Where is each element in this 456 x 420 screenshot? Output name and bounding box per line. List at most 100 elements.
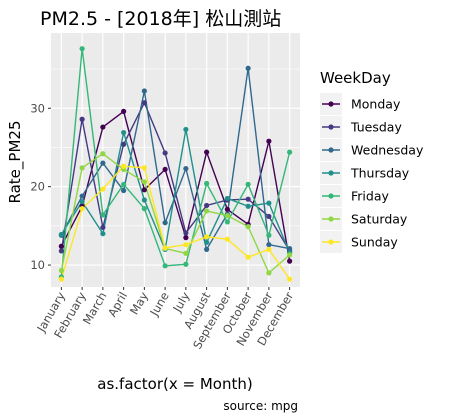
data-point-wednesday xyxy=(162,220,168,226)
plot-panel xyxy=(51,33,300,287)
data-point-sunday xyxy=(162,245,168,251)
data-point-tuesday xyxy=(204,202,210,209)
x-axis-title: as.factor(x = Month) xyxy=(97,375,252,393)
series-line-friday xyxy=(60,48,291,277)
data-point-sunday xyxy=(183,242,189,248)
data-point-tuesday xyxy=(266,213,272,220)
data-point-friday xyxy=(204,180,210,187)
x-tick-label: April xyxy=(105,290,130,320)
data-point-wednesday xyxy=(204,246,210,252)
data-point-sunday xyxy=(121,163,127,169)
data-point-monday xyxy=(100,124,106,130)
data-point-thursday xyxy=(58,231,64,238)
legend-label-sunday: Sunday xyxy=(351,235,398,250)
legend-label-tuesday: Tuesday xyxy=(350,120,402,135)
data-point-sunday xyxy=(100,186,106,192)
series-line-thursday xyxy=(60,129,291,253)
legend-title: WeekDay xyxy=(320,69,391,87)
data-point-sunday xyxy=(79,206,85,212)
data-point-friday xyxy=(183,261,189,267)
data-point-friday xyxy=(224,219,230,225)
chart-title: PM2.5 - [2018年] 松山測站 xyxy=(40,8,281,30)
y-tick-label: 10 xyxy=(30,258,45,272)
data-point-friday xyxy=(121,181,127,187)
legend-label-wednesday: Wednesday xyxy=(351,143,424,158)
series-line-saturday xyxy=(60,152,291,275)
y-axis-title: Rate_PM25 xyxy=(6,121,25,204)
legend-key-point xyxy=(328,101,334,107)
data-point-sunday xyxy=(245,254,251,260)
data-point-monday xyxy=(141,187,147,193)
data-point-thursday xyxy=(266,200,272,206)
series-lines xyxy=(60,48,291,280)
legend-key-point xyxy=(328,193,334,199)
data-point-saturday xyxy=(79,165,85,171)
data-point-thursday xyxy=(141,197,147,203)
data-point-saturday xyxy=(204,208,210,214)
data-point-friday xyxy=(287,149,293,155)
y-axis: 10 20 30 xyxy=(30,101,51,272)
series-line-monday xyxy=(60,110,291,262)
x-tick-label: May xyxy=(127,289,151,317)
data-point-monday xyxy=(121,108,127,114)
data-point-monday xyxy=(183,235,189,241)
data-point-tuesday xyxy=(141,100,147,106)
series-line-sunday xyxy=(60,165,291,280)
data-point-monday xyxy=(204,149,210,155)
data-point-saturday xyxy=(100,151,106,157)
data-point-saturday xyxy=(224,213,230,219)
y-tick-label: 20 xyxy=(30,180,45,194)
data-point-saturday xyxy=(245,224,251,230)
legend-key-point xyxy=(328,147,334,153)
data-point-friday xyxy=(266,232,272,238)
data-point-wednesday xyxy=(287,245,293,252)
data-point-thursday xyxy=(79,198,85,205)
data-point-thursday xyxy=(204,239,210,245)
legend-label-thursday: Thursday xyxy=(350,166,410,181)
legend: Monday Tuesday Wednesday Thursday Friday Satu… xyxy=(320,93,424,253)
data-point-sunday xyxy=(141,165,147,171)
legend-key-point xyxy=(328,124,334,130)
data-point-tuesday xyxy=(183,230,189,236)
x-axis: JanuaryFebruaryMarchAprilMayJuneJulyAugu… xyxy=(34,287,296,352)
data-point-sunday xyxy=(266,246,272,252)
data-point-monday xyxy=(162,166,168,173)
data-point-friday xyxy=(245,181,251,187)
data-point-wednesday xyxy=(121,187,127,194)
data-point-sunday xyxy=(204,234,210,240)
legend-key-point xyxy=(328,239,334,245)
data-point-tuesday xyxy=(100,224,106,231)
data-point-friday xyxy=(100,212,106,218)
data-point-tuesday xyxy=(245,196,251,202)
legend-label-friday: Friday xyxy=(351,189,389,204)
data-point-thursday xyxy=(224,195,230,202)
legend-label-monday: Monday xyxy=(351,97,401,112)
data-point-monday xyxy=(224,206,230,212)
data-point-monday xyxy=(266,138,272,144)
y-tick-label: 30 xyxy=(30,101,45,115)
data-point-sunday xyxy=(224,236,230,242)
data-point-saturday xyxy=(266,270,272,276)
data-point-friday xyxy=(141,206,147,212)
x-tick-label: June xyxy=(147,290,172,320)
legend-key-point xyxy=(328,170,334,176)
data-point-sunday xyxy=(58,276,64,282)
data-point-wednesday xyxy=(141,88,147,94)
data-point-wednesday xyxy=(266,242,272,248)
series-line-wednesday xyxy=(60,68,290,252)
legend-label-saturday: Saturday xyxy=(351,212,408,227)
data-point-tuesday xyxy=(58,248,64,254)
data-point-tuesday xyxy=(162,150,168,156)
data-point-wednesday xyxy=(100,160,106,166)
data-point-monday xyxy=(287,258,293,264)
data-point-saturday xyxy=(183,250,189,256)
data-point-sunday xyxy=(287,276,293,282)
data-point-thursday xyxy=(121,129,127,136)
data-point-friday xyxy=(162,263,168,269)
data-point-wednesday xyxy=(245,65,251,71)
data-point-monday xyxy=(58,243,64,249)
data-point-thursday xyxy=(245,203,251,209)
data-point-tuesday xyxy=(121,141,127,147)
caption: source: mpg xyxy=(223,399,298,413)
